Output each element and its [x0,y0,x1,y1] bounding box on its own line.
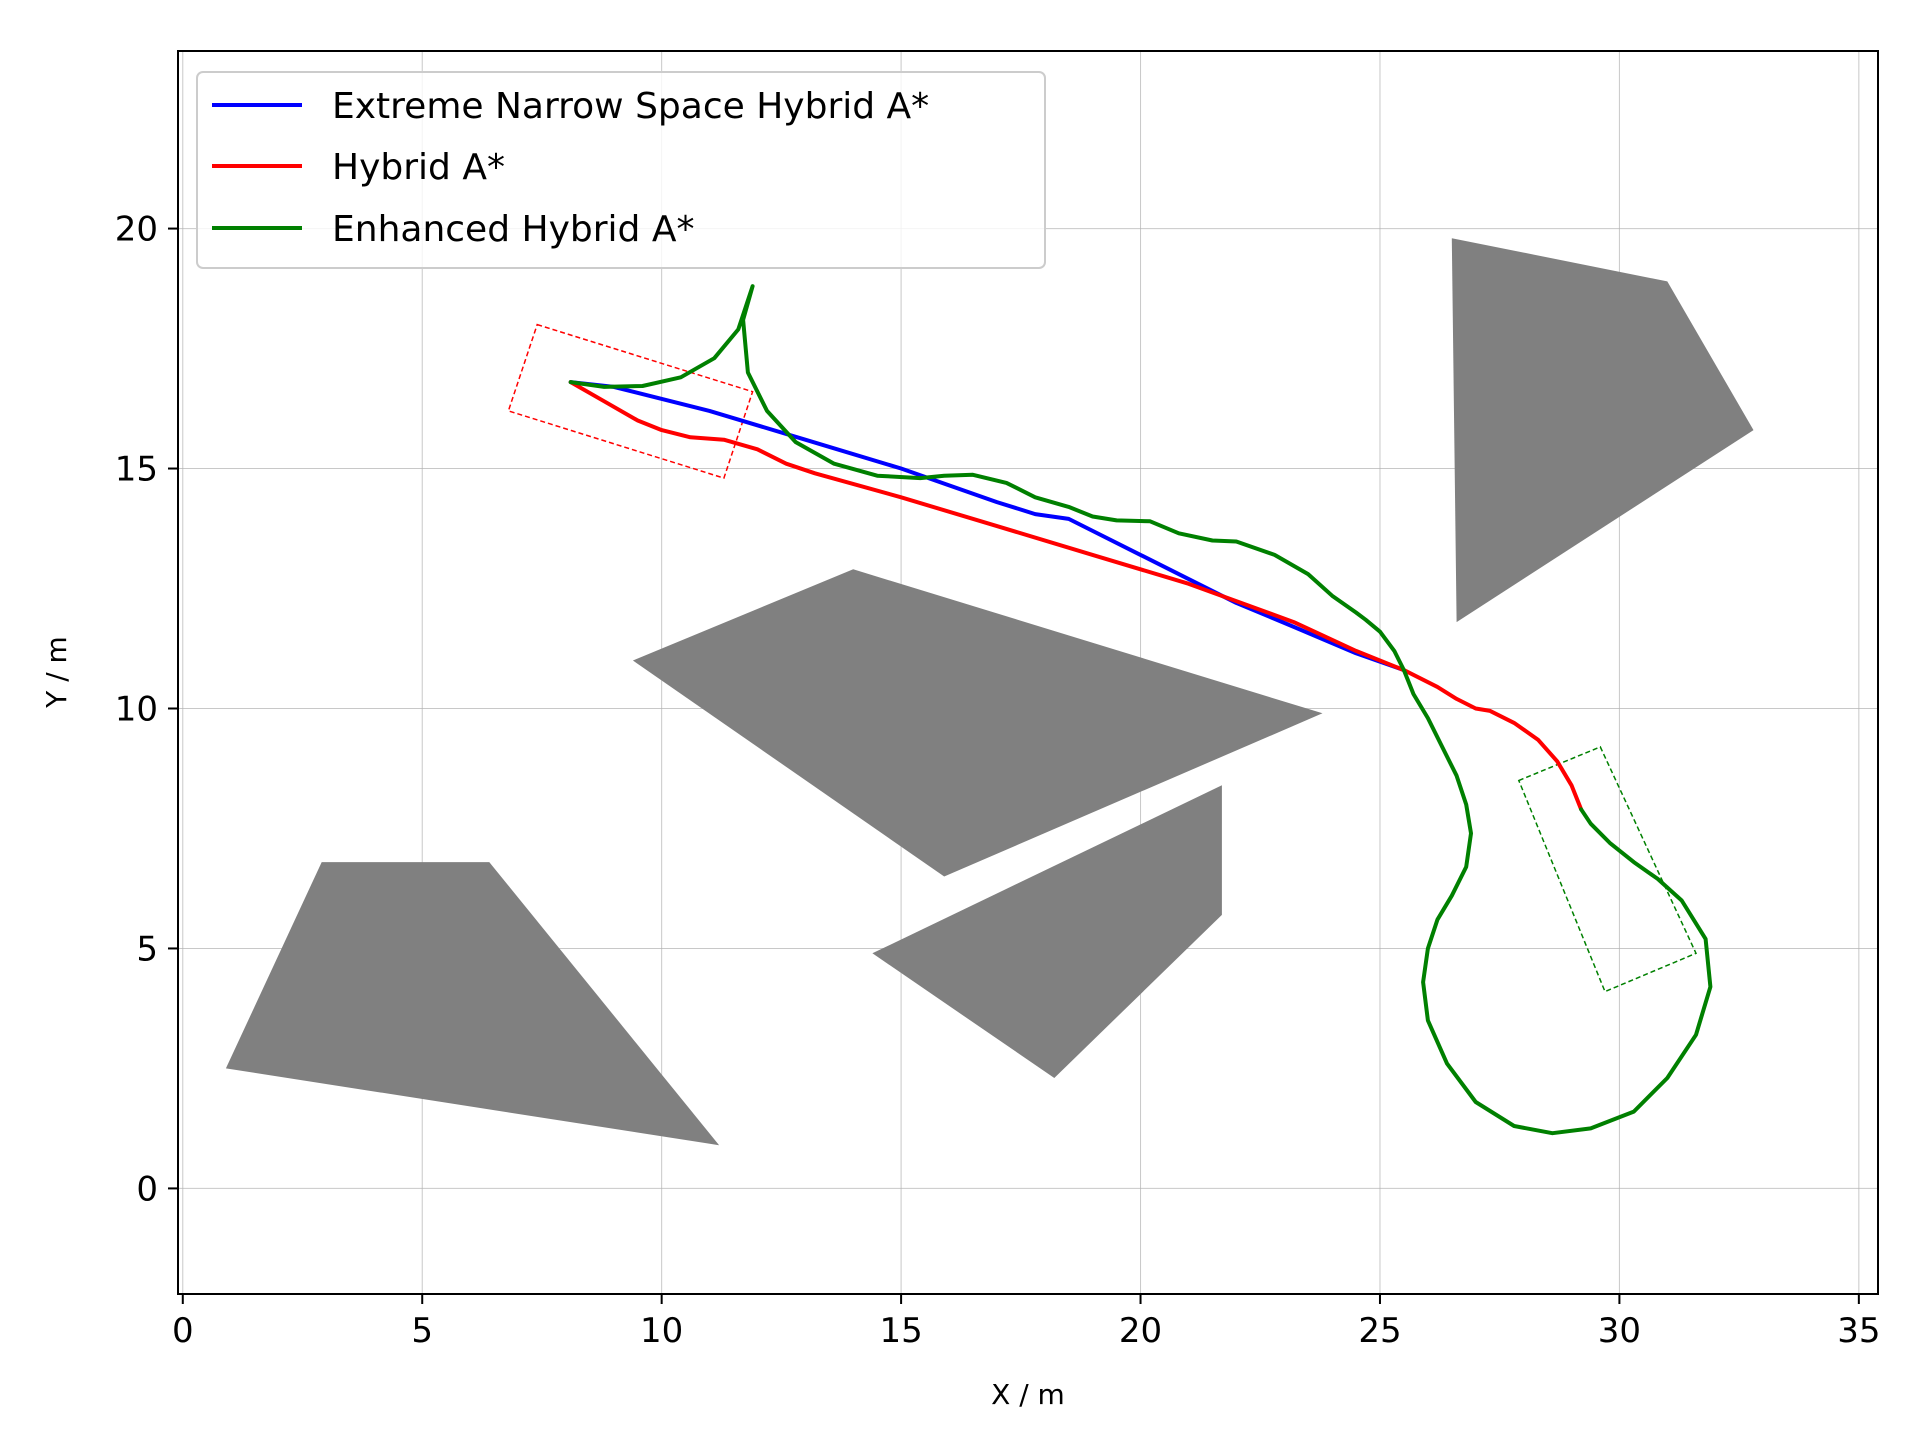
trajectories [568,284,1713,1136]
y-tick-label: 20 [115,210,158,250]
y-axis-label: Y / m [40,636,73,709]
x-tick-label: 5 [411,1311,433,1351]
obstacle-3 [872,785,1222,1078]
legend-label-extreme-narrow: Extreme Narrow Space Hybrid A* [332,86,929,127]
x-tick-label: 0 [172,1311,194,1351]
x-tick-label: 15 [879,1311,922,1351]
x-tick-label: 35 [1837,1311,1880,1351]
vehicle-boxes [507,323,1698,993]
trajectory-extreme-narrow-space-hybrid-a [568,380,1406,673]
y-tick-label: 5 [136,929,158,969]
axes-frame [177,50,1879,1295]
obstacle-4 [1451,238,1754,623]
obstacle-2 [632,569,1323,877]
start-vehicle-box [507,323,754,480]
legend: Extreme Narrow Space Hybrid A* Hybrid A*… [196,71,1046,269]
x-tick-label: 10 [640,1311,683,1351]
obstacle-1 [225,862,720,1146]
x-axis-label: X / m [991,1378,1065,1411]
x-tick-label: 30 [1598,1311,1641,1351]
y-tick-label: 15 [115,450,158,490]
trajectory-hybrid-a [568,380,1584,812]
x-tick-label: 25 [1358,1311,1401,1351]
obstacles [225,238,1754,1146]
x-tick-label: 20 [1119,1311,1162,1351]
y-tick-label: 10 [115,689,158,729]
goal-vehicle-box [1517,745,1698,993]
legend-frame [196,71,1046,269]
legend-label-hybrid: Hybrid A* [332,147,505,188]
trajectory-enhanced-hybrid-a [568,284,1713,1136]
legend-label-enhanced: Enhanced Hybrid A* [332,209,694,250]
y-tick-label: 0 [136,1169,158,1209]
ticks: 0 5 10 15 20 25 30 35 0 5 10 15 20 [115,210,1881,1351]
